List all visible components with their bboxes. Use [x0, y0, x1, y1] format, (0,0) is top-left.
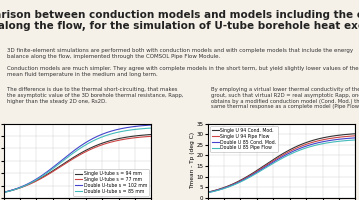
Double U-tube s = 102 mm	[113, 129, 117, 131]
Double U-tube s = 102 mm	[28, 182, 32, 184]
Single U-tube s = 77 mm	[68, 159, 73, 162]
Line: Single U-tube s = 94 mm: Single U-tube s = 94 mm	[4, 134, 151, 192]
Y-axis label: Tmean - Tp (deg C): Tmean - Tp (deg C)	[190, 132, 195, 189]
Single U-tube s = 77 mm	[113, 140, 117, 142]
Text: By employing a virtual lower thermal conductivity of the
grout, such that virtua: By employing a virtual lower thermal con…	[210, 87, 359, 109]
Single U 94 Pipe Flow	[293, 148, 297, 150]
Single U 94 Cond. Mod.	[353, 133, 358, 135]
Single U-tube s = 77 mm	[89, 148, 93, 151]
Line: Double U-tube s = 85 mm: Double U-tube s = 85 mm	[4, 128, 151, 193]
Single U-tube s = 77 mm	[1, 191, 6, 194]
Double U-tube s = 102 mm	[89, 138, 93, 141]
Single U-tube s = 94 mm	[1, 191, 6, 193]
Double U 85 Cond. Mod.	[353, 137, 358, 139]
Single U 94 Cond. Mod.	[293, 146, 297, 149]
Double U-tube s = 85 mm	[100, 136, 104, 138]
Double U 85 Cond. Mod.	[232, 183, 236, 186]
Single U-tube s = 94 mm	[68, 158, 73, 161]
Double U-tube s = 85 mm	[149, 127, 154, 129]
Line: Single U 94 Pipe Flow: Single U 94 Pipe Flow	[208, 136, 355, 192]
Single U 94 Cond. Mod.	[243, 176, 248, 179]
Double U-tube s = 85 mm	[68, 154, 73, 156]
Double U-tube s = 85 mm	[113, 132, 117, 134]
Double U 85 Cond. Mod.	[304, 145, 308, 147]
Double U-tube s = 102 mm	[1, 191, 6, 194]
Double U-tube s = 85 mm	[1, 191, 6, 194]
Double U 85 Cond. Mod.	[205, 191, 210, 194]
Single U 94 Pipe Flow	[205, 191, 210, 194]
Line: Double U-tube s = 102 mm: Double U-tube s = 102 mm	[4, 125, 151, 192]
Double U 85 Cond. Mod.	[272, 160, 277, 163]
Single U 94 Pipe Flow	[272, 159, 277, 161]
Double U 85 Pipe Flow	[272, 161, 277, 164]
Double U-tube s = 102 mm	[68, 152, 73, 154]
Single U-tube s = 94 mm	[113, 138, 117, 141]
Single U-tube s = 94 mm	[28, 183, 32, 185]
Text: 3D finite-element simulations are performed both with conduction models and with: 3D finite-element simulations are perfor…	[7, 48, 353, 59]
Double U 85 Cond. Mod.	[243, 178, 248, 180]
Single U 94 Cond. Mod.	[232, 182, 236, 185]
Double U 85 Pipe Flow	[243, 178, 248, 181]
Double U 85 Pipe Flow	[205, 192, 210, 194]
Text: Comparison between conduction models and models including the energy
balance alo: Comparison between conduction models and…	[0, 10, 359, 31]
Line: Double U 85 Cond. Mod.: Double U 85 Cond. Mod.	[208, 138, 355, 193]
Line: Double U 85 Pipe Flow: Double U 85 Pipe Flow	[208, 140, 355, 193]
Text: Conduction models are much simpler. They agree with complete models in the short: Conduction models are much simpler. They…	[7, 66, 359, 77]
Single U-tube s = 77 mm	[100, 144, 104, 146]
Line: Single U-tube s = 77 mm: Single U-tube s = 77 mm	[4, 136, 151, 192]
Double U 85 Cond. Mod.	[293, 149, 297, 152]
Double U 85 Pipe Flow	[353, 139, 358, 141]
Line: Single U 94 Cond. Mod.: Single U 94 Cond. Mod.	[208, 134, 355, 192]
Single U 94 Pipe Flow	[304, 143, 308, 145]
Single U 94 Cond. Mod.	[272, 158, 277, 160]
Double U 85 Pipe Flow	[304, 147, 308, 149]
Legend: Single U-tube s = 94 mm, Single U-tube s = 77 mm, Double U-tube s = 102 mm, Doub: Single U-tube s = 94 mm, Single U-tube s…	[73, 169, 149, 196]
Single U-tube s = 94 mm	[39, 176, 44, 179]
Double U-tube s = 85 mm	[39, 175, 44, 178]
Double U 85 Pipe Flow	[317, 143, 321, 146]
Double U 85 Pipe Flow	[293, 151, 297, 153]
Single U 94 Pipe Flow	[317, 139, 321, 142]
Single U 94 Pipe Flow	[232, 183, 236, 185]
Legend: Single U 94 Cond. Mod., Single U 94 Pipe Flow, Double U 85 Cond. Mod., Double U : Single U 94 Cond. Mod., Single U 94 Pipe…	[210, 126, 278, 152]
Single U 94 Cond. Mod.	[304, 141, 308, 144]
Single U-tube s = 94 mm	[89, 147, 93, 149]
Double U-tube s = 85 mm	[28, 182, 32, 185]
Single U 94 Cond. Mod.	[205, 191, 210, 193]
Single U-tube s = 77 mm	[39, 177, 44, 179]
Single U-tube s = 77 mm	[149, 135, 154, 138]
Single U-tube s = 77 mm	[28, 183, 32, 185]
Single U 94 Pipe Flow	[243, 177, 248, 179]
Text: The difference is due to the thermal short-circuiting, that makes
the asymptotic: The difference is due to the thermal sho…	[6, 87, 183, 104]
Single U-tube s = 94 mm	[100, 142, 104, 144]
Double U-tube s = 85 mm	[89, 141, 93, 143]
Single U 94 Pipe Flow	[353, 135, 358, 137]
Double U 85 Cond. Mod.	[317, 141, 321, 144]
Double U-tube s = 102 mm	[100, 133, 104, 135]
Double U 85 Pipe Flow	[232, 184, 236, 186]
Double U-tube s = 102 mm	[149, 124, 154, 126]
Double U-tube s = 102 mm	[39, 174, 44, 177]
Single U 94 Cond. Mod.	[317, 138, 321, 140]
Single U-tube s = 94 mm	[149, 133, 154, 136]
